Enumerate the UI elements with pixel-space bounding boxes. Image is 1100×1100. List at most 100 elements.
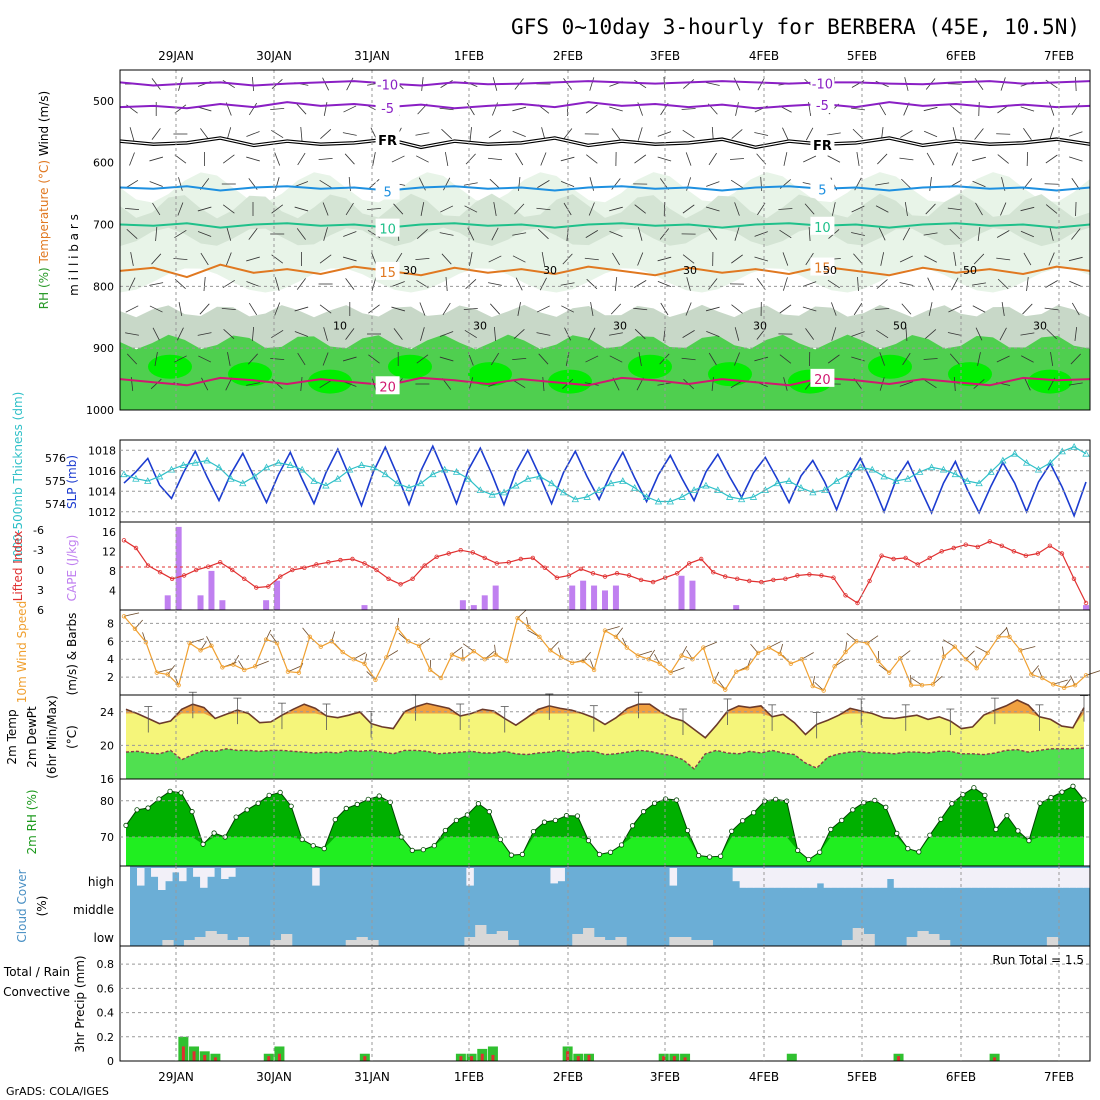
barb [803, 155, 817, 163]
barb [1050, 352, 1054, 366]
barb [1026, 277, 1029, 291]
lifted-index-point [891, 556, 896, 562]
cloud-high-clear-124 [998, 868, 1007, 888]
lifted-index-point [602, 574, 608, 579]
barb [612, 252, 620, 266]
barb [391, 306, 406, 312]
barb [150, 378, 162, 390]
cape-bar-44 [602, 590, 608, 610]
barb [947, 332, 962, 336]
wind10m-point [788, 661, 794, 666]
barb [734, 352, 740, 366]
contour-label-bg-20-0 [375, 376, 400, 395]
barb [439, 107, 454, 111]
barb [152, 202, 161, 216]
barb [735, 102, 739, 116]
barb [200, 128, 210, 140]
cape-bar-4 [164, 595, 171, 610]
barb [126, 353, 138, 365]
lifted-index-point [169, 576, 175, 581]
barb [831, 302, 837, 316]
wind10m-point [329, 639, 334, 644]
cloud-high-clear-118 [956, 868, 965, 888]
barb [296, 278, 306, 290]
dewpoint-line [125, 747, 1085, 770]
barb [685, 152, 692, 166]
lifted-index-point [326, 560, 331, 565]
barb [198, 355, 212, 363]
thickness-point [1082, 449, 1090, 457]
lifted-index-point [434, 554, 439, 559]
rh2m-point [927, 832, 933, 838]
lifted-index-point [650, 579, 656, 585]
cape-bar-52 [689, 580, 696, 610]
li-ytick-4: 6 [37, 604, 44, 617]
barb [729, 158, 745, 160]
rh2m-point [707, 854, 713, 860]
cloud-level-low: low [94, 931, 115, 945]
barb [536, 332, 551, 336]
barb [731, 304, 743, 314]
run-total-annotation: Run Total = 1.5 [992, 953, 1084, 967]
upper-air-ylabel: m i l l i b a r s [67, 214, 81, 296]
contour-label-bg--10-0 [375, 74, 400, 93]
upper-air-ytick-800: 800 [93, 280, 114, 293]
thickness-ytick-575: 575 [45, 475, 66, 488]
barb [611, 128, 621, 140]
wind10m-barb [637, 650, 653, 657]
barb [419, 302, 426, 316]
barb [609, 355, 623, 363]
contour-temp-20 [119, 376, 1091, 387]
rh-contour-label-8: 50 [893, 320, 907, 333]
barb [879, 352, 885, 366]
wind10m-point [952, 644, 958, 649]
precip-conv-bar-13 [267, 1056, 271, 1061]
wind10m-point [657, 661, 662, 666]
wind10m-point [209, 643, 214, 648]
barb [271, 254, 284, 264]
thickness-point [215, 463, 223, 471]
contour-label-bg-FR-0 [375, 130, 400, 149]
barb [368, 354, 380, 364]
barb [1068, 382, 1083, 386]
rh2m-point [332, 816, 338, 823]
barb [899, 381, 914, 387]
rh2m-point [828, 826, 834, 832]
lifted-index-point [963, 542, 968, 547]
cloud-low-31 [464, 937, 476, 946]
rh2m-point [519, 851, 526, 858]
cloud-high-clear-14 [228, 868, 236, 877]
barb [322, 352, 329, 366]
barb [1000, 77, 1006, 91]
lifted-index-point [254, 585, 259, 590]
wind10m-barb [604, 626, 620, 631]
date-label-top-29JAN: 29JAN [158, 49, 194, 63]
wind10m-line [123, 615, 1087, 692]
barb [731, 254, 743, 264]
barb [1045, 79, 1058, 89]
rh2m-point [894, 830, 900, 836]
precip-conv-bar-31 [459, 1056, 463, 1061]
barb [782, 127, 789, 141]
rh2m-point [134, 807, 140, 813]
cloud-low-33 [485, 934, 498, 946]
barb [711, 376, 714, 392]
cloud-high-clear-26 [312, 868, 320, 886]
barb [443, 177, 451, 191]
contour-label--5-0: -5 [381, 102, 394, 117]
barb [515, 277, 523, 291]
barb [490, 352, 500, 366]
wind10m-point [908, 682, 914, 688]
barb [900, 130, 913, 138]
rh2m-point [740, 818, 746, 824]
panel-axes: 29JAN29JAN30JAN30JAN31JAN31JAN1FEB1FEB2F… [3, 49, 1091, 1084]
lifted-index-point [879, 553, 884, 558]
barb [875, 308, 890, 310]
lifted-index-point [506, 560, 511, 565]
rh2m-point [883, 804, 889, 810]
barb [415, 257, 430, 261]
barb [518, 176, 521, 192]
barb [1071, 228, 1081, 240]
barb [248, 102, 258, 116]
barb [924, 379, 937, 389]
